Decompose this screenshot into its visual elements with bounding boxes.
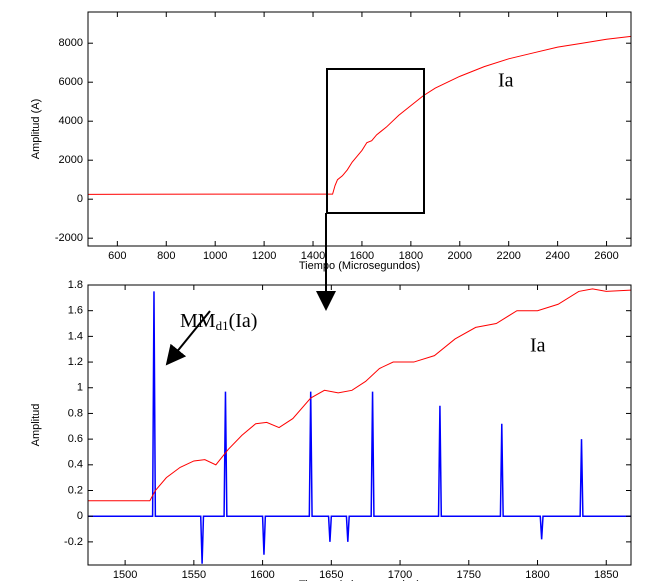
y-tick-label: 0.6 (68, 433, 83, 445)
plot-area (87, 284, 632, 566)
series-line (88, 291, 631, 564)
y-tick-label: -2000 (55, 232, 83, 244)
series-label: Ia (530, 335, 546, 357)
x-tick-label: 600 (108, 250, 126, 262)
mm-arrow (165, 310, 211, 366)
mm-text: MM (180, 310, 216, 332)
x-tick-label: 1850 (594, 569, 618, 581)
y-tick-label: 1.4 (68, 330, 83, 342)
y-tick-label: 4000 (59, 115, 83, 127)
x-tick-label: 1400 (301, 250, 325, 262)
x-tick-label: 1650 (319, 569, 343, 581)
mm-text: (Ia) (229, 310, 258, 332)
x-axis-label: Tiempo (Microsegundos) (299, 260, 420, 272)
y-tick-label: 0 (77, 510, 83, 522)
series-line (87, 35, 632, 195)
y-tick-label: 1 (77, 382, 83, 394)
mm-sub: d1 (216, 318, 229, 333)
zoom-box (326, 68, 425, 214)
mm-annotation: MMd1(Ia) (180, 310, 257, 333)
y-tick-label: 2000 (59, 154, 83, 166)
series-line (88, 288, 632, 502)
y-tick-label: 1.8 (68, 279, 83, 291)
y-tick-label: 0.8 (68, 407, 83, 419)
x-tick-label: 1200 (252, 250, 276, 262)
x-tick-label: 1600 (250, 569, 274, 581)
x-tick-label: 1750 (457, 569, 481, 581)
x-tick-label: 2000 (448, 250, 472, 262)
y-tick-label: 0.4 (68, 459, 83, 471)
x-tick-label: 1500 (113, 569, 137, 581)
x-axis-label: Tiempo (microsegundos) (299, 579, 420, 581)
y-tick-label: 1.6 (68, 305, 83, 317)
x-tick-label: 1600 (350, 250, 374, 262)
plot-area (87, 11, 632, 247)
x-tick-label: 2200 (496, 250, 520, 262)
x-tick-label: 1800 (525, 569, 549, 581)
x-tick-label: 1700 (388, 569, 412, 581)
series-label: Ia (498, 70, 514, 92)
y-tick-label: 6000 (59, 76, 83, 88)
y-tick-label: 1.2 (68, 356, 83, 368)
y-tick-label: -0.2 (64, 536, 83, 548)
x-tick-label: 2400 (545, 250, 569, 262)
y-tick-label: 8000 (59, 37, 83, 49)
x-tick-label: 800 (157, 250, 175, 262)
x-tick-label: 1800 (399, 250, 423, 262)
x-tick-label: 1550 (182, 569, 206, 581)
y-axis-label: Amplitud (30, 404, 42, 447)
y-axis-label: Amplitud (A) (30, 99, 42, 160)
y-tick-label: 0.2 (68, 484, 83, 496)
x-tick-label: 1000 (203, 250, 227, 262)
y-tick-label: 0 (77, 193, 83, 205)
x-tick-label: 2600 (594, 250, 618, 262)
